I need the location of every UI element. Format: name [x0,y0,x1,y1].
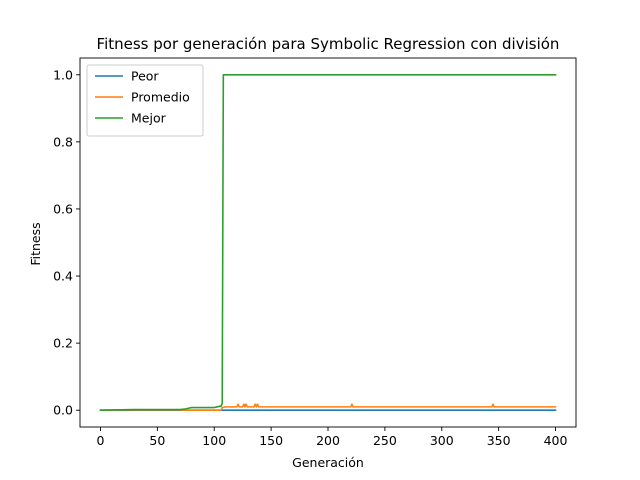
y-tick-label: 0.2 [53,336,73,351]
y-tick-label: 1.0 [53,67,73,82]
plot-area: 0 50 100 150 200 250 300 350 400 0.0 0.2 0.4 0.6 0.8 1… [53,57,577,448]
x-tick-label: 150 [259,433,283,448]
chart-title: Fitness por generación para Symbolic Reg… [97,35,560,53]
x-tick-label: 50 [149,433,165,448]
x-axis-label: Generación [292,455,364,470]
series-line-mejor [99,73,557,412]
x-tick-label: 0 [97,433,105,448]
y-tick-label: 0.8 [53,134,73,149]
legend-label-promedio: Promedio [131,90,190,105]
x-tick-label: 400 [544,433,568,448]
y-tick-label: 0.6 [53,201,73,216]
series-line-promedio [99,403,557,412]
y-tick-label: 0.4 [53,269,73,284]
x-tick-label: 300 [430,433,454,448]
x-tick-label: 100 [202,433,226,448]
legend: Peor Promedio Mejor [86,64,204,137]
x-tick-label: 350 [487,433,511,448]
legend-label-peor: Peor [131,69,159,84]
y-tick-label: 0.0 [53,403,73,418]
x-tick-label: 200 [316,433,340,448]
y-axis-label: Fitness [28,222,43,265]
legend-label-mejor: Mejor [131,111,167,126]
x-tick-label: 250 [373,433,397,448]
